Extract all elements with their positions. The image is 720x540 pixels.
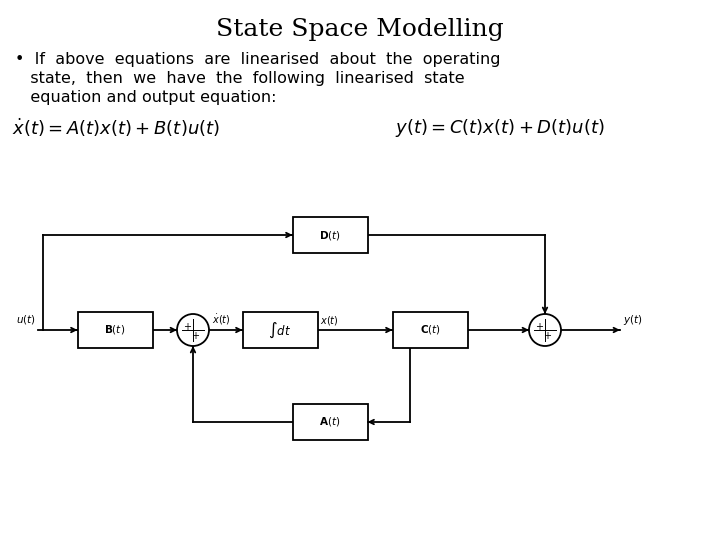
Bar [292, 404, 367, 440]
Text: $\mathbf{A}(t)$: $\mathbf{A}(t)$ [320, 415, 341, 429]
Text: +: + [184, 322, 192, 332]
Text: $\mathbf{B}(t)$: $\mathbf{B}(t)$ [104, 323, 125, 336]
Text: $\int dt$: $\int dt$ [269, 320, 292, 340]
Bar [392, 312, 467, 348]
Text: State Space Modelling: State Space Modelling [216, 18, 504, 41]
Text: $\mathbf{D}(t)$: $\mathbf{D}(t)$ [319, 228, 341, 241]
Bar [243, 312, 318, 348]
Bar [292, 217, 367, 253]
Text: state,  then  we  have  the  following  linearised  state: state, then we have the following linear… [15, 71, 464, 86]
Text: +: + [536, 322, 544, 332]
Circle shape [529, 314, 561, 346]
Text: •  If  above  equations  are  linearised  about  the  operating: • If above equations are linearised abou… [15, 52, 500, 67]
Text: $y(t) = C(t)x(t) + D(t)u(t)$: $y(t) = C(t)x(t) + D(t)u(t)$ [395, 117, 605, 139]
Text: equation and output equation:: equation and output equation: [15, 90, 276, 105]
Text: $x(t)$: $x(t)$ [320, 314, 339, 327]
Text: $\dot{x}(t)$: $\dot{x}(t)$ [212, 313, 230, 327]
Bar [78, 312, 153, 348]
Circle shape [177, 314, 209, 346]
Text: +: + [191, 330, 199, 341]
Text: +: + [543, 330, 551, 341]
Text: $y(t)$: $y(t)$ [623, 313, 643, 327]
Text: $u(t)$: $u(t)$ [16, 313, 36, 326]
Text: $\dot{x}(t) = A(t)x(t) + B(t)u(t)$: $\dot{x}(t) = A(t)x(t) + B(t)u(t)$ [12, 117, 220, 139]
Text: $\mathbf{C}(t)$: $\mathbf{C}(t)$ [420, 323, 441, 336]
